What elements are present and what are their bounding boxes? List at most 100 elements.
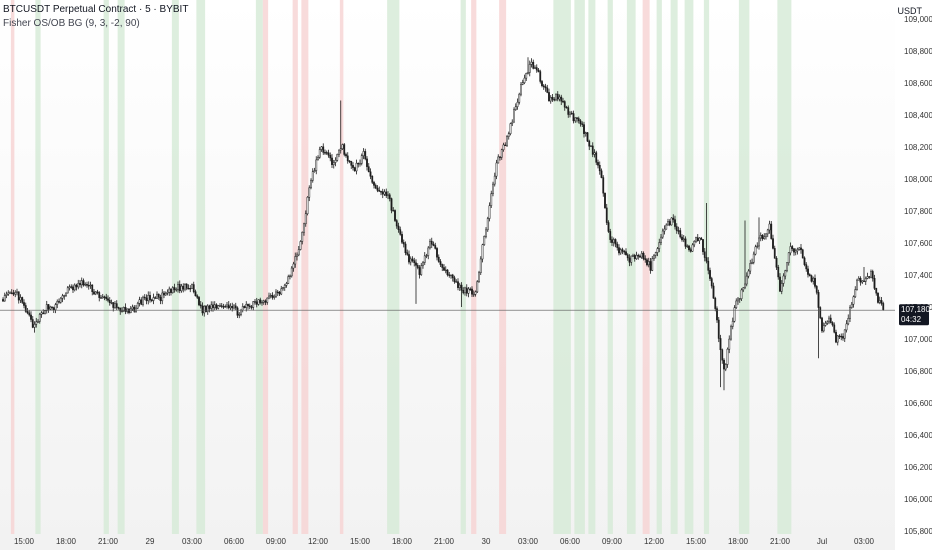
candle <box>843 329 846 342</box>
candle <box>714 296 717 312</box>
candle <box>854 286 857 298</box>
candle <box>10 289 13 295</box>
price-axis[interactable]: 105,800.0 106,000.0 106,200.0 106,400.0 106,… <box>904 15 932 536</box>
candle <box>709 267 711 281</box>
x-tick-label: 21:00 <box>98 537 119 546</box>
candle <box>187 284 190 290</box>
candle <box>474 290 477 297</box>
candle <box>607 220 610 233</box>
candle <box>472 290 475 297</box>
candle <box>352 162 354 171</box>
candle <box>619 247 622 255</box>
candle <box>605 203 608 225</box>
candle <box>143 294 146 301</box>
candle <box>616 241 619 251</box>
candle <box>7 290 10 296</box>
candle <box>355 159 358 175</box>
candle <box>51 306 53 310</box>
candle <box>686 244 689 248</box>
candle <box>544 83 547 92</box>
candle <box>787 252 790 266</box>
candle <box>175 287 178 292</box>
candle <box>56 299 59 309</box>
candle <box>5 291 8 299</box>
y-tick-label: 108,200.0 <box>904 143 932 152</box>
candle <box>747 269 750 279</box>
candle <box>562 97 564 104</box>
signal-band-green <box>460 0 466 534</box>
candle <box>773 245 776 259</box>
candle <box>633 253 636 262</box>
candle <box>677 226 680 235</box>
candle <box>304 210 307 227</box>
candle <box>829 314 832 324</box>
candle <box>380 190 382 196</box>
candle <box>521 79 524 86</box>
candle <box>807 265 809 278</box>
symbol-title[interactable]: BTCUSDT Perpetual Contract · 5 · BYBIT <box>3 4 189 15</box>
candle <box>749 259 752 275</box>
candle <box>450 274 452 279</box>
y-tick-label: 107,400.0 <box>904 271 932 280</box>
candle <box>723 358 725 391</box>
candle <box>868 275 871 279</box>
y-tick-label: 106,800.0 <box>904 367 932 376</box>
candle <box>724 363 727 372</box>
signal-band-green <box>777 0 792 534</box>
candle <box>367 163 370 173</box>
candle <box>350 160 353 169</box>
candle <box>28 310 31 317</box>
signal-band-green <box>196 0 206 534</box>
candle <box>647 257 650 268</box>
candle <box>742 287 745 293</box>
candle <box>224 304 227 308</box>
candle <box>845 320 848 333</box>
candle <box>593 149 596 158</box>
candle <box>191 283 193 289</box>
candle <box>864 276 867 286</box>
candle <box>458 282 461 291</box>
candle <box>432 241 435 247</box>
candle <box>558 94 561 102</box>
time-axis[interactable]: 15:00 18:00 21:00 29 03:00 06:00 09:00 12:00 15:… <box>14 537 875 546</box>
candle <box>702 238 704 255</box>
candle <box>836 334 839 346</box>
signal-band-red <box>339 0 344 534</box>
candle <box>122 306 125 312</box>
candle <box>171 286 174 294</box>
candle <box>339 100 342 154</box>
candle <box>551 93 554 102</box>
candle <box>343 142 346 157</box>
candle <box>259 297 262 305</box>
candle <box>292 261 295 272</box>
candle <box>70 284 73 289</box>
candle <box>37 319 39 324</box>
candle <box>574 117 577 123</box>
signal-band-green <box>703 0 710 534</box>
candle <box>290 266 293 278</box>
candle <box>880 296 883 306</box>
candle <box>665 223 668 230</box>
candle <box>502 142 505 152</box>
candle <box>150 298 153 303</box>
candle <box>707 257 710 275</box>
candle <box>499 156 501 161</box>
candle <box>479 256 482 276</box>
candle <box>626 253 629 261</box>
candle <box>878 296 881 305</box>
candle <box>147 291 150 305</box>
candle <box>133 305 136 313</box>
candle <box>219 303 221 307</box>
candle <box>710 276 713 289</box>
candle <box>453 275 456 284</box>
candle <box>206 304 209 315</box>
indicator-label[interactable]: Fisher OS/OB BG (9, 3, -2, 90) <box>3 18 140 29</box>
candle <box>549 95 552 104</box>
candle <box>96 289 99 295</box>
candle <box>731 317 734 330</box>
candle <box>289 274 291 280</box>
candle <box>530 58 533 68</box>
candle <box>404 241 407 256</box>
